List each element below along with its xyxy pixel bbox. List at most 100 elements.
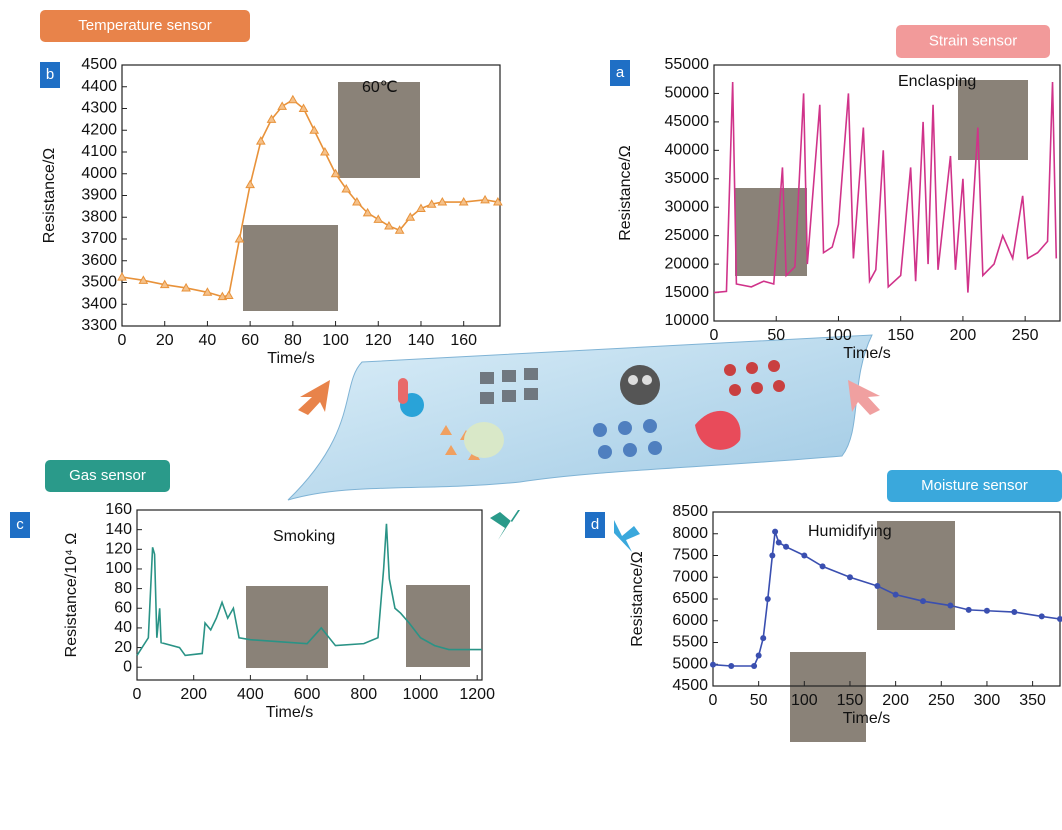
x-axis-label: Time/s: [266, 704, 313, 721]
panel-title: Gas sensor: [69, 467, 146, 484]
data-marker: [493, 197, 503, 206]
y-tick-label: 4100: [81, 143, 117, 160]
y-tick-label: 50000: [665, 85, 710, 102]
x-tick-label: 160: [450, 332, 477, 349]
data-marker: [159, 279, 170, 289]
y-tick-label: 3500: [81, 274, 117, 291]
data-marker: [117, 272, 127, 281]
chart-panel: Moisture sensor d 4500 5000 5500 6000 6500 7000…: [585, 470, 1062, 727]
data-marker: [373, 214, 384, 223]
x-tick-label: 50: [750, 692, 768, 709]
data-marker: [277, 101, 288, 110]
chart-panel: Temperature sensor b 3300 3400 3500 3600 3700 3…: [40, 10, 503, 367]
data-marker: [384, 220, 394, 230]
y-axis-label: Resistance/Ω: [41, 148, 58, 244]
data-marker: [437, 197, 448, 206]
data-line: [136, 523, 482, 657]
x-tick-label: 100: [791, 692, 818, 709]
data-marker: [728, 662, 735, 669]
data-marker: [330, 168, 341, 178]
data-marker: [846, 574, 853, 581]
y-tick-label: 4500: [672, 677, 708, 694]
annotation: Humidifying: [808, 523, 892, 540]
data-marker: [202, 287, 213, 296]
photos: [243, 80, 1028, 742]
y-tick-label: 3300: [81, 317, 117, 334]
data-marker: [480, 194, 490, 204]
y-axis-label: Resistance/Ω: [629, 551, 646, 647]
data-marker: [769, 552, 776, 559]
plot-frame: [136, 509, 483, 681]
data-marker: [710, 661, 716, 668]
y-tick-label: 80: [114, 580, 132, 597]
chart-panel: Strain sensor a 10000 15000 20000 25000 30000 3…: [610, 25, 1061, 362]
panel-letter: c: [16, 516, 24, 533]
y-tick-label: 100: [105, 560, 132, 577]
panel-badge: [610, 60, 630, 86]
data-marker: [1038, 613, 1045, 620]
chart-panel: Gas sensor c 0 20 40 60 80 100 120 140 160 0 200 400 6…: [10, 460, 495, 721]
y-tick-label: 4400: [81, 78, 117, 95]
data-marker: [341, 183, 352, 193]
y-tick-label: 4200: [81, 121, 117, 138]
x-tick-label: 200: [180, 686, 207, 703]
data-marker: [352, 197, 362, 206]
title-box: [40, 10, 250, 42]
y-tick-label: 25000: [665, 227, 710, 244]
x-tick-label: 20: [156, 332, 174, 349]
center-illustration: [287, 334, 880, 552]
data-marker: [458, 197, 469, 206]
y-tick-label: 40000: [665, 142, 710, 159]
y-tick-label: 30000: [665, 198, 710, 215]
x-tick-label: 150: [837, 692, 864, 709]
panel-title: Moisture sensor: [921, 477, 1028, 494]
data-marker: [287, 94, 298, 104]
panel-title: Strain sensor: [929, 32, 1017, 49]
y-tick-label: 3700: [81, 230, 117, 247]
data-marker: [362, 207, 373, 217]
x-tick-label: 200: [882, 692, 909, 709]
data-marker: [309, 125, 320, 134]
data-marker: [416, 203, 426, 213]
y-tick-label: 7000: [672, 568, 708, 585]
x-tick-label: 1200: [459, 686, 495, 703]
y-tick-label: 7500: [672, 547, 708, 564]
data-marker: [965, 606, 972, 613]
annotation: 60℃: [362, 79, 398, 96]
panel-badge: [40, 62, 60, 88]
y-tick-label: 4300: [81, 100, 117, 117]
y-tick-label: 0: [123, 658, 132, 675]
x-axis-label: Time/s: [267, 350, 314, 367]
data-line: [713, 82, 1058, 294]
x-tick-label: 400: [237, 686, 264, 703]
y-tick-label: 160: [105, 501, 132, 518]
y-tick-label: 20000: [665, 255, 710, 272]
x-tick-label: 0: [133, 686, 142, 703]
x-tick-label: 0: [710, 327, 719, 344]
data-marker: [255, 136, 266, 145]
y-tick-label: 3800: [81, 208, 117, 225]
x-tick-label: 350: [1019, 692, 1046, 709]
y-axis-label: Resistance/Ω: [617, 145, 634, 241]
annotation: Smoking: [273, 528, 335, 545]
data-marker: [819, 563, 826, 570]
annotation: Enclasping: [898, 73, 976, 90]
data-marker: [217, 291, 228, 301]
data-marker: [947, 602, 954, 609]
data-marker: [298, 103, 309, 112]
data-marker: [760, 635, 767, 642]
x-tick-label: 100: [825, 327, 852, 344]
data-marker: [772, 528, 779, 535]
data-marker: [1057, 616, 1062, 623]
data-marker: [983, 607, 990, 614]
y-tick-label: 3600: [81, 252, 117, 269]
x-tick-label: 140: [408, 332, 435, 349]
y-tick-label: 6000: [672, 612, 708, 629]
panel-badge: [10, 512, 30, 538]
data-marker: [181, 282, 191, 292]
y-tick-label: 3400: [81, 295, 117, 312]
x-tick-label: 250: [928, 692, 955, 709]
y-tick-label: 5500: [672, 634, 708, 651]
panel-badge: [585, 512, 605, 538]
panel-letter: a: [616, 64, 625, 81]
